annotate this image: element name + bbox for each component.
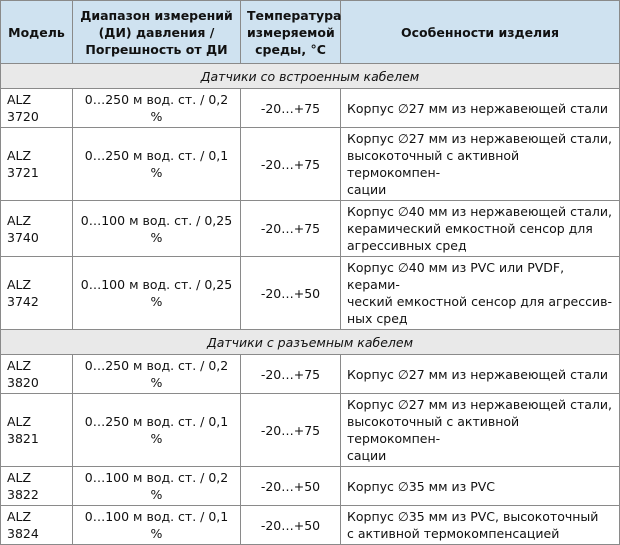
- header-cell: Модель: [0, 0, 73, 64]
- range-cell: 0…100 м вод. ст. / 0,2 %: [72, 466, 241, 506]
- range-cell: 0…100 м вод. ст. / 0,25 %: [72, 200, 241, 257]
- model-cell: ALZ 3720: [0, 88, 73, 128]
- header-row: Модель Диапазон измерений (ДИ) давления / П…: [0, 0, 620, 64]
- feature-line: высокоточный с активной термокомпен-: [347, 414, 520, 446]
- section-row: Датчики с разъемным кабелем: [0, 329, 620, 355]
- features-cell: Корпус ∅27 мм из нержавеющей стали: [340, 88, 620, 128]
- header-text: Модель: [8, 24, 65, 40]
- data-row: ALZ 3721 0…250 м вод. ст. / 0,1 % -20…+75 К…: [0, 127, 620, 201]
- feature-line: ческий емкостной сенсор для агрессив-: [347, 294, 612, 309]
- header-cell: Особенности изделия: [340, 0, 620, 64]
- header-text: Погрешность от ДИ: [85, 41, 228, 57]
- features-cell: Корпус ∅35 мм из PVC, высокоточный с акти…: [340, 505, 620, 545]
- feature-line: с активной термокомпенсацией: [347, 526, 560, 541]
- model-cell: ALZ 3740: [0, 200, 73, 257]
- range-cell: 0…250 м вод. ст. / 0,1 %: [72, 127, 241, 201]
- model-cell: ALZ 3821: [0, 393, 73, 467]
- feature-line: ных сред: [347, 311, 408, 326]
- temp-cell: -20…+75: [240, 393, 341, 467]
- feature-line: высокоточный с активной термокомпен-: [347, 148, 520, 180]
- section-row: Датчики со встроенным кабелем: [0, 63, 620, 89]
- feature-line: сации: [347, 182, 387, 197]
- feature-line: сации: [347, 448, 387, 463]
- features-cell: Корпус ∅40 мм из PVC или PVDF, керами-че…: [340, 256, 620, 330]
- feature-line: Корпус ∅27 мм из нержавеющей стали: [347, 366, 609, 382]
- feature-line: Корпус ∅27 мм из нержавеющей стали,: [347, 131, 612, 146]
- features-cell: Корпус ∅35 мм из PVC: [340, 466, 620, 506]
- section-title: Датчики с разъемным кабелем: [0, 329, 620, 355]
- features-cell: Корпус ∅40 мм из нержавеющей стали, керам…: [340, 200, 620, 257]
- header-cell: Температура измеряемой среды, °С: [240, 0, 342, 64]
- model-cell: ALZ 3742: [0, 256, 73, 330]
- section-title: Датчики со встроенным кабелем: [0, 63, 620, 89]
- data-row: ALZ 3742 0…100 м вод. ст. / 0,25 % -20…+50…: [0, 256, 620, 330]
- data-row: ALZ 3740 0…100 м вод. ст. / 0,25 % -20…+75…: [0, 200, 620, 257]
- header-text: Особенности изделия: [401, 24, 559, 40]
- data-row: ALZ 3822 0…100 м вод. ст. / 0,2 % -20…+50 К…: [0, 466, 620, 506]
- data-row: ALZ 3824 0…100 м вод. ст. / 0,1 % -20…+50 К…: [0, 505, 620, 545]
- header-cell: Диапазон измерений (ДИ) давления / Погрешн…: [72, 0, 241, 64]
- header-text: Температура: [247, 7, 342, 23]
- header-text: измеряемой: [247, 24, 335, 40]
- temp-cell: -20…+50: [240, 505, 341, 545]
- range-cell: 0…250 м вод. ст. / 0,1 %: [72, 393, 241, 467]
- feature-line: керамический емкостной сенсор для: [347, 221, 593, 236]
- range-cell: 0…100 м вод. ст. / 0,25 %: [72, 256, 241, 330]
- features-cell: Корпус ∅27 мм из нержавеющей стали, высок…: [340, 393, 620, 467]
- model-cell: ALZ 3824: [0, 505, 73, 545]
- model-cell: ALZ 3721: [0, 127, 73, 201]
- feature-line: Корпус ∅27 мм из нержавеющей стали,: [347, 397, 612, 412]
- temp-cell: -20…+75: [240, 127, 341, 201]
- feature-line: Корпус ∅35 мм из PVC: [347, 478, 496, 494]
- header-text: Диапазон измерений: [80, 7, 233, 23]
- header-text: (ДИ) давления /: [98, 24, 215, 40]
- temp-cell: -20…+75: [240, 354, 341, 394]
- features-cell: Корпус ∅27 мм из нержавеющей стали, высок…: [340, 127, 620, 201]
- range-cell: 0…250 м вод. ст. / 0,2 %: [72, 88, 241, 128]
- feature-line: Корпус ∅27 мм из нержавеющей стали: [347, 100, 609, 116]
- range-cell: 0…250 м вод. ст. / 0,2 %: [72, 354, 241, 394]
- feature-line: агрессивных сред: [347, 238, 467, 253]
- data-row: ALZ 3720 0…250 м вод. ст. / 0,2 % -20…+75 К…: [0, 88, 620, 128]
- temp-cell: -20…+75: [240, 88, 341, 128]
- header-text: среды, °С: [255, 41, 326, 57]
- features-cell: Корпус ∅27 мм из нержавеющей стали: [340, 354, 620, 394]
- feature-line: Корпус ∅40 мм из нержавеющей стали,: [347, 204, 612, 219]
- model-cell: ALZ 3822: [0, 466, 73, 506]
- feature-line: Корпус ∅35 мм из PVC, высокоточный: [347, 509, 599, 524]
- feature-line: Корпус ∅40 мм из PVC или PVDF, керами-: [347, 260, 565, 292]
- data-row: ALZ 3821 0…250 м вод. ст. / 0,1 % -20…+75 К…: [0, 393, 620, 467]
- data-row: ALZ 3820 0…250 м вод. ст. / 0,2 % -20…+75 К…: [0, 354, 620, 394]
- model-cell: ALZ 3820: [0, 354, 73, 394]
- temp-cell: -20…+50: [240, 466, 341, 506]
- temp-cell: -20…+75: [240, 200, 341, 257]
- range-cell: 0…100 м вод. ст. / 0,1 %: [72, 505, 241, 545]
- table-body: Датчики со встроенным кабелем ALZ 3720 0…2…: [0, 63, 620, 545]
- temp-cell: -20…+50: [240, 256, 341, 330]
